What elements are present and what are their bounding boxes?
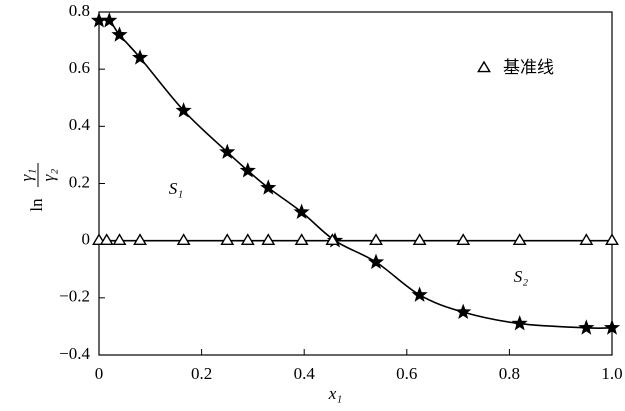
triangle-marker [294, 233, 309, 245]
x-tick-label: 1.0 [601, 364, 622, 383]
star-marker [603, 319, 621, 335]
star-marker [260, 179, 277, 195]
star-marker [239, 162, 256, 178]
triangle-marker [412, 233, 427, 245]
triangle-marker [456, 233, 471, 245]
star-marker [293, 203, 310, 219]
triangle-marker [261, 233, 276, 245]
star-marker [578, 319, 595, 335]
star-marker [90, 12, 108, 28]
star-marker [101, 12, 118, 28]
triangle-marker [369, 233, 383, 245]
star-marker [455, 303, 472, 319]
star-marker [511, 315, 528, 331]
y-tick-label: 0.4 [69, 115, 91, 134]
triangle-marker [579, 233, 594, 245]
triangle-marker [605, 233, 619, 245]
legend-marker [477, 60, 491, 73]
y-tick-label: −0.2 [59, 287, 90, 306]
star-marker [111, 26, 128, 42]
y-label-denominator: γ₂ [39, 169, 58, 182]
triangle-marker [512, 233, 527, 245]
annotation: S₁ [169, 179, 183, 198]
triangle-marker [325, 233, 340, 245]
annotation: S₂ [514, 267, 529, 286]
y-tick-label: 0.2 [69, 172, 90, 191]
x-tick-label: 0.4 [294, 364, 316, 383]
series-line [98, 18, 613, 329]
x-tick-label: 0.2 [191, 364, 212, 383]
star-marker [175, 102, 192, 118]
star-marker [367, 253, 385, 269]
y-label-numerator: γ₁ [17, 169, 36, 182]
triangle-marker [99, 233, 114, 245]
y-axis-label: ln γ₁ γ₂ [17, 163, 58, 212]
x-tick-label: 0 [95, 364, 104, 383]
star-marker [219, 143, 236, 159]
triangle-marker [220, 233, 235, 245]
triangle-marker [176, 233, 191, 245]
y-tick-label: 0.8 [69, 1, 90, 20]
y-tick-label: 0.6 [69, 58, 90, 77]
y-tick-label: 0 [82, 230, 91, 249]
triangle-marker [112, 233, 127, 245]
legend-label: 基准线 [503, 58, 554, 78]
x-tick-label: 0.6 [396, 364, 417, 383]
x-axis-label: x₁ [328, 384, 342, 403]
star-marker [411, 286, 428, 302]
y-tick-label: −0.4 [59, 344, 90, 363]
triangle-marker [133, 233, 147, 245]
star-marker [132, 49, 149, 65]
triangle-marker [240, 233, 255, 245]
y-label-prefix: ln [27, 198, 46, 212]
x-tick-label: 0.8 [499, 364, 520, 383]
